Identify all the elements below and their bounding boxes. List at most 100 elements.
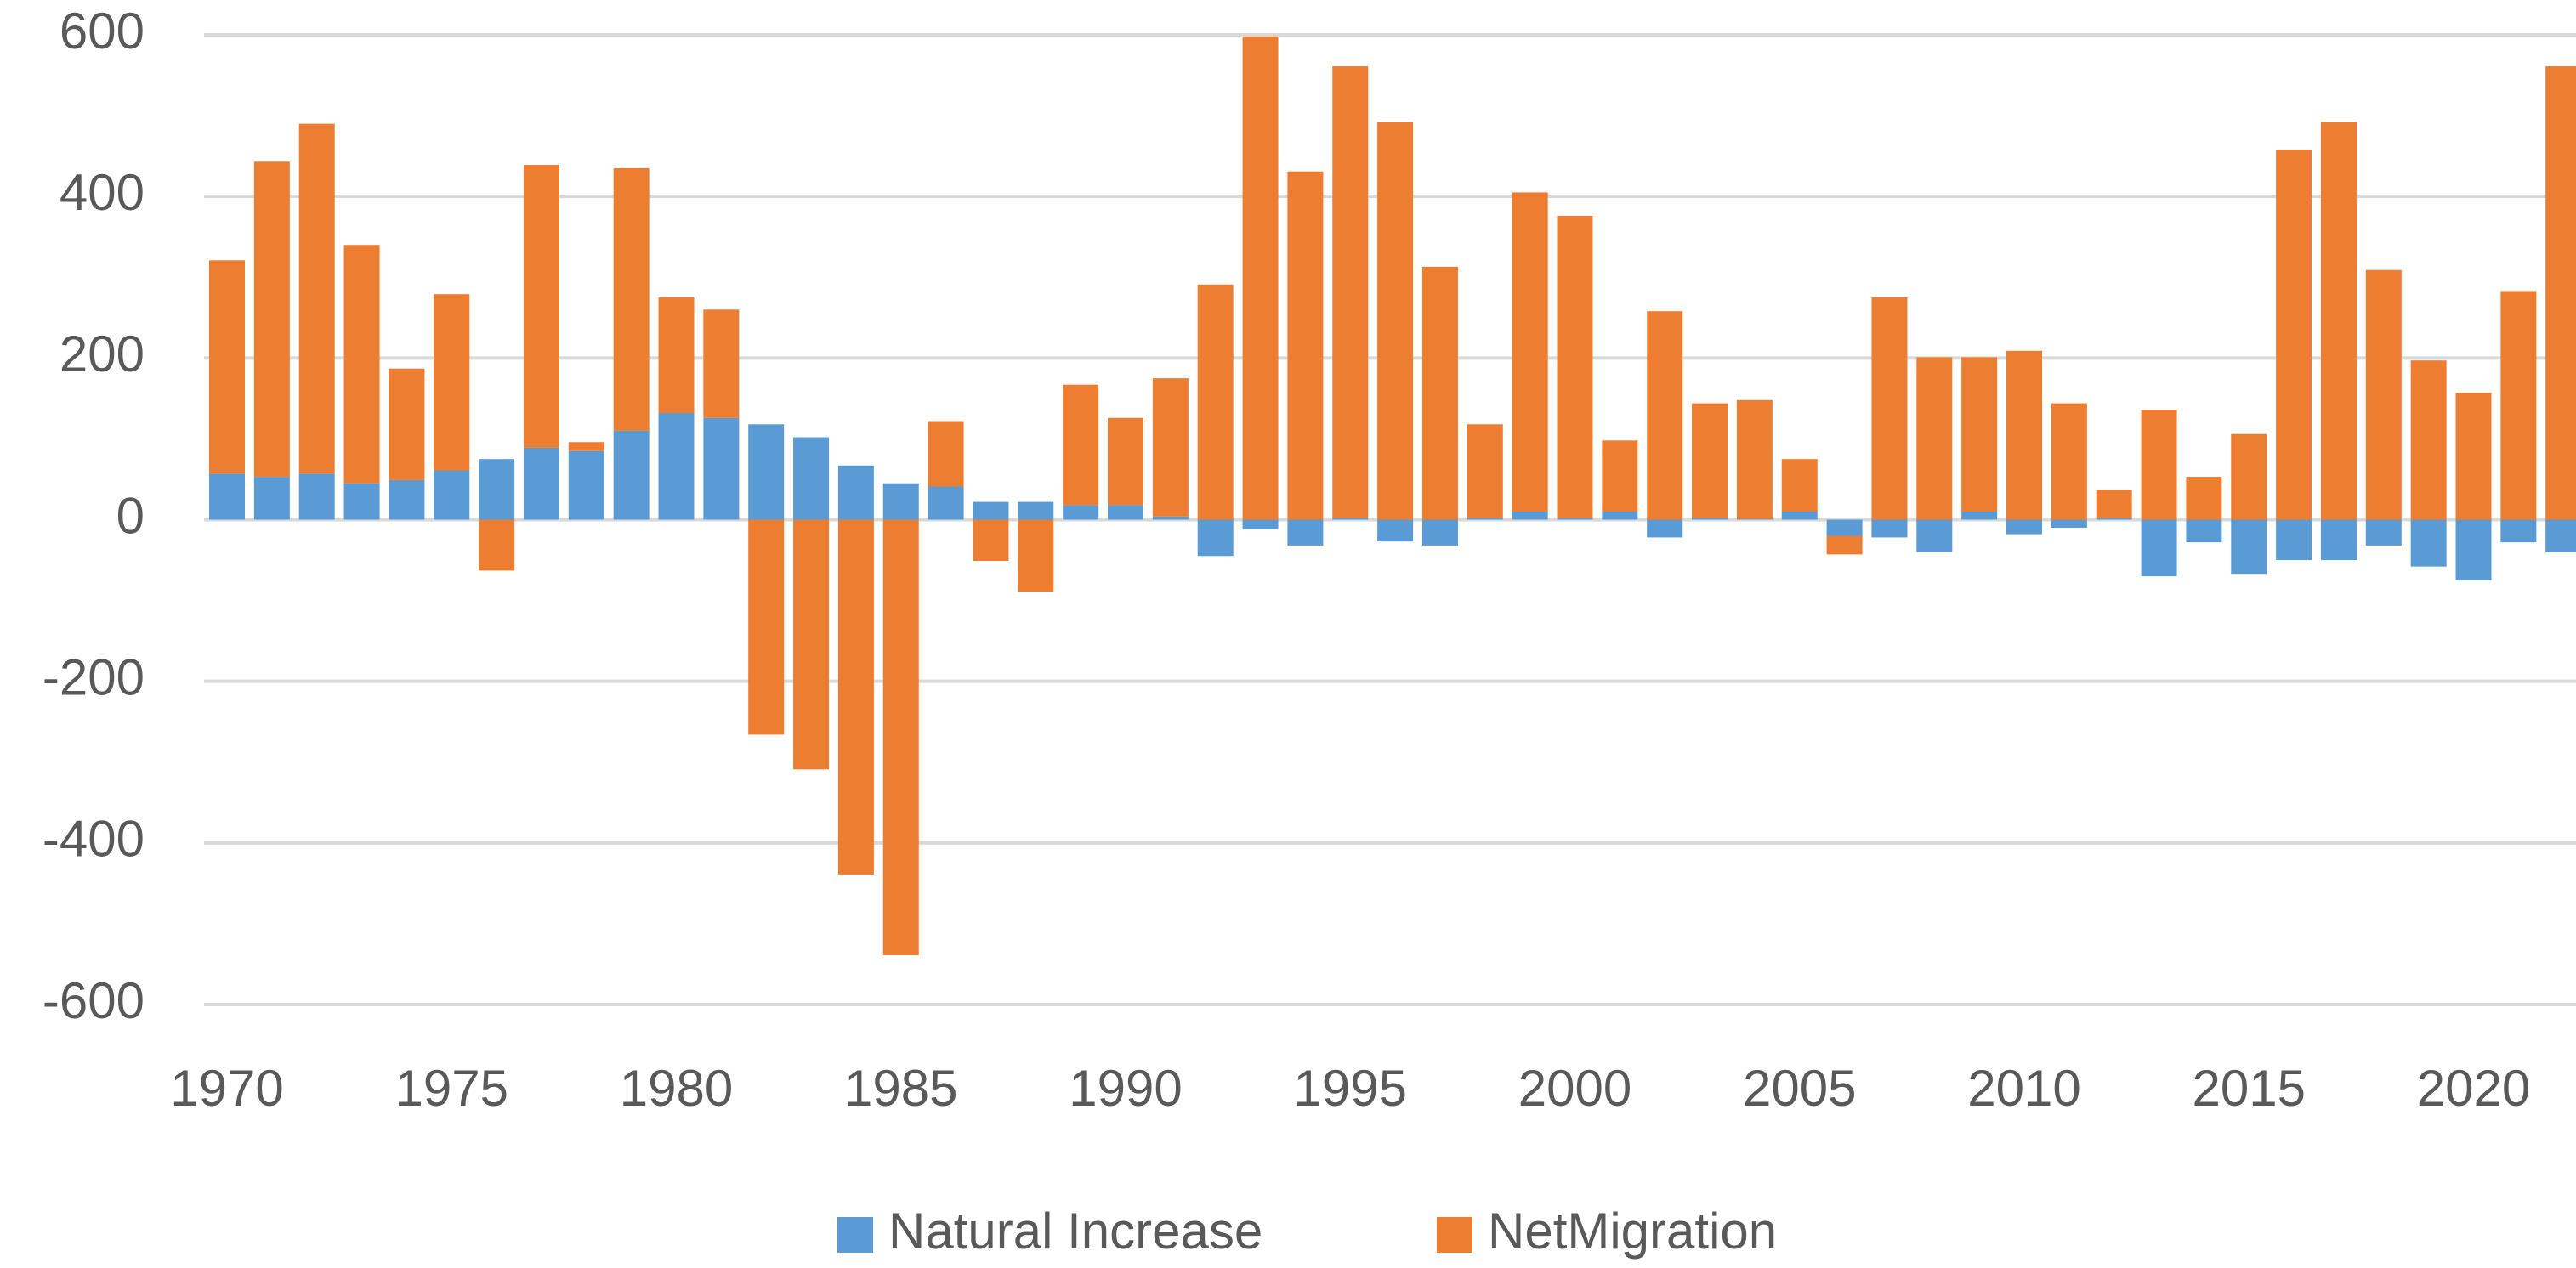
bar-segment [928, 486, 964, 520]
bar-segment [658, 297, 695, 413]
bar-segment [928, 421, 964, 487]
bar-segment [523, 447, 559, 520]
bar-segment [1602, 511, 1638, 520]
bar-segment [2141, 519, 2177, 577]
bar-segment [882, 519, 919, 955]
bar-segment [1018, 501, 1054, 520]
bar-segment [1557, 518, 1593, 520]
bar-segment [973, 501, 1009, 520]
bar-segment [1916, 519, 1953, 552]
bar-segment [479, 459, 515, 520]
bar-segment [1916, 357, 1953, 520]
legend-swatch [1437, 1217, 1472, 1253]
bar-segment [748, 424, 785, 520]
bar-segment [1018, 519, 1054, 592]
y-tick-label: 400 [60, 164, 145, 221]
bar-segment [2545, 66, 2576, 520]
bar-segment [2141, 410, 2177, 520]
bar-segment [1557, 215, 1593, 518]
bar-segment [1377, 519, 1414, 542]
bar-segment [1063, 505, 1099, 520]
bar-segment [2320, 122, 2357, 520]
x-tick-label: 2005 [1743, 1060, 1856, 1117]
bar-segment [703, 309, 740, 418]
bar-segment [209, 260, 245, 474]
bar-segment [613, 430, 650, 520]
y-tick-label: 0 [116, 487, 145, 544]
bar-segment [658, 412, 695, 520]
y-tick-label: -600 [43, 972, 145, 1029]
bar-segment [479, 519, 515, 571]
legend-label: NetMigration [1488, 1203, 1777, 1260]
bar-segment [2006, 350, 2042, 520]
bar-segment [748, 519, 785, 735]
x-tick-label: 1975 [395, 1060, 508, 1117]
bar-segment [2410, 519, 2447, 567]
bar-segment [1197, 284, 1234, 520]
bar-segment [1826, 519, 1863, 536]
bar-segment [837, 519, 874, 875]
legend-swatch [837, 1217, 873, 1253]
bar-segment [1467, 424, 1503, 518]
x-tick-label: 2000 [1518, 1060, 1631, 1117]
bar-segment [1871, 519, 1908, 538]
bar-segment [2096, 518, 2132, 520]
bar-segment [793, 437, 830, 520]
bar-segment [1781, 511, 1818, 520]
bar-segment [1467, 518, 1503, 520]
bar-segment [253, 161, 290, 478]
bar-segment [568, 450, 604, 520]
bar-segment [1692, 518, 1728, 520]
bar-segment [1242, 36, 1279, 520]
bar-segment [837, 465, 874, 520]
bar-segment [2276, 150, 2312, 520]
bar-segment [2051, 403, 2087, 520]
bar-segment [253, 477, 290, 520]
bar-segment [2186, 519, 2222, 543]
bar-segment [343, 245, 380, 484]
bar-segment [2186, 477, 2222, 520]
y-tick-label: 600 [60, 3, 145, 59]
bar-segment [568, 442, 604, 451]
bar-segment [973, 519, 1009, 561]
bar-segment [1512, 511, 1548, 520]
bar-segment [1108, 417, 1143, 506]
bar-segment [1242, 519, 1279, 529]
bar-segment [389, 479, 425, 520]
y-tick-label: -200 [43, 649, 145, 706]
bar-segment [2365, 269, 2402, 520]
bar-segment [1152, 378, 1189, 517]
bar-segment [613, 167, 650, 431]
bar-segment [793, 519, 830, 770]
bar-segment [2096, 490, 2132, 518]
bar-segment [209, 473, 245, 520]
bar-segment [1736, 518, 1773, 520]
bar-segment [1421, 266, 1458, 520]
bar-segment [2276, 519, 2312, 561]
bar-segment [1871, 297, 1908, 520]
bar-segment [1152, 516, 1189, 520]
bar-segment [1781, 459, 1818, 512]
x-tick-label: 1970 [170, 1060, 283, 1117]
bar-segment [2545, 519, 2576, 552]
bar-segment [434, 294, 470, 471]
bar-segment [1108, 505, 1143, 520]
bar-segment [389, 368, 425, 480]
bar-segment [2410, 360, 2447, 520]
bar-segment [2455, 519, 2492, 580]
bar-segment [1692, 403, 1728, 518]
bar-segment [1332, 518, 1369, 520]
bar-segment [1647, 519, 1683, 538]
bar-segment [882, 483, 919, 520]
bar-segment [1377, 122, 1414, 520]
bar-segment [2006, 519, 2042, 535]
bar-segment [1063, 384, 1099, 506]
bar-segment [1197, 519, 1234, 557]
bar-segment [2365, 519, 2402, 546]
bar-segment [2231, 519, 2267, 575]
bar-segment [2231, 433, 2267, 520]
bar-segment [1826, 535, 1863, 555]
bar-segment [703, 417, 740, 520]
